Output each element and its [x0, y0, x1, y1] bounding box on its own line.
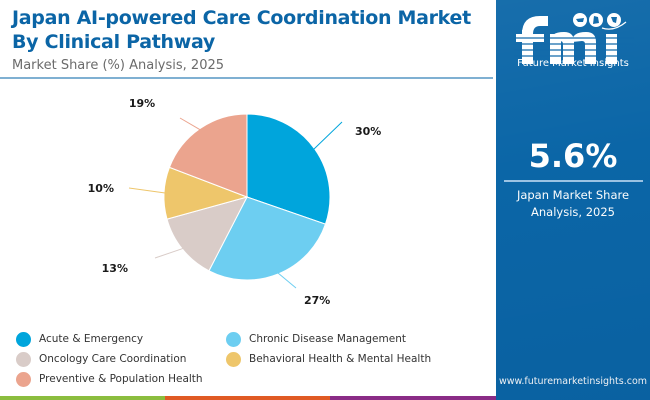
legend-item: Chronic Disease Management — [226, 329, 406, 349]
legend-swatch-icon — [226, 351, 241, 367]
leader-line — [276, 271, 297, 289]
legend-swatch-icon — [16, 371, 31, 387]
legend-label: Acute & Emergency — [39, 333, 144, 345]
chart-panel: Japan AI-powered Care Coordination Marke… — [0, 7, 493, 389]
data-label: 30% — [355, 125, 381, 138]
leader-line — [128, 187, 167, 194]
leader-line — [154, 247, 185, 259]
bottom-bar-purple — [330, 396, 496, 400]
legend-label: Chronic Disease Management — [249, 333, 406, 345]
legend-swatch-icon — [16, 331, 31, 347]
bottom-bar-green — [0, 396, 165, 400]
highlight-value: 5.6% — [528, 137, 618, 175]
highlight-caption-line2: Analysis, 2025 — [531, 205, 615, 219]
pie-chart: 30% 27% 13% 10% 19% — [88, 97, 382, 307]
chart-title: Japan AI-powered Care Coordination Marke… — [12, 7, 471, 53]
data-label: 19% — [129, 97, 155, 110]
legend-swatch-icon — [16, 351, 31, 367]
pie-slice-oncology-care-coordination — [166, 196, 248, 272]
logo-text: Future Market Insights — [517, 58, 629, 69]
pie-slice-preventive-population-health — [168, 113, 248, 198]
data-label: 13% — [102, 262, 128, 275]
legend-item: Preventive & Population Health — [16, 369, 203, 389]
legend-item: Oncology Care Coordination — [16, 349, 186, 369]
highlight-caption: Japan Market Share Analysis, 2025 — [496, 187, 650, 221]
data-label: 10% — [88, 182, 114, 195]
sidebar-panel: Future Market Insights 5.6% Japan Market… — [496, 0, 650, 400]
leader-line — [179, 117, 202, 131]
legend-swatch-icon — [226, 331, 241, 347]
data-label: 27% — [304, 294, 330, 307]
website-link[interactable]: www.futuremarketinsights.com — [498, 376, 648, 387]
highlight-divider — [504, 180, 643, 182]
pie-slice-chronic-disease-management — [208, 196, 327, 281]
chart-subtitle: Market Share (%) Analysis, 2025 — [12, 58, 225, 73]
legend-label: Behavioral Health & Mental Health — [249, 353, 432, 365]
fmi-logo-icon — [514, 13, 634, 64]
legend-item: Behavioral Health & Mental Health — [226, 349, 431, 369]
leader-line — [312, 121, 343, 151]
highlight-caption-line1: Japan Market Share — [516, 188, 630, 202]
legend-item: Acute & Emergency — [16, 329, 143, 349]
legend-label: Oncology Care Coordination — [39, 353, 187, 365]
title-divider — [0, 77, 493, 79]
bottom-bar-orange — [165, 396, 330, 400]
legend-label: Preventive & Population Health — [39, 373, 203, 385]
